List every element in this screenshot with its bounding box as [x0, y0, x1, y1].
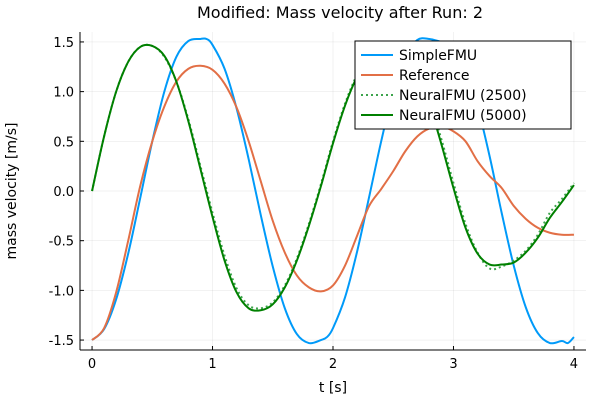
series-line-reference [91, 64, 574, 341]
chart-title: Modified: Mass velocity after Run: 2 [197, 3, 483, 22]
y-tick-label: 0.0 [53, 185, 74, 200]
x-tick-label: 3 [449, 357, 457, 372]
series-line-neuralfmu-5000 [91, 43, 575, 312]
y-tick-label: -1.5 [49, 334, 74, 349]
y-tick-label: 1.0 [53, 86, 74, 101]
x-tick-label: 0 [88, 357, 96, 372]
x-tick-label: 1 [208, 357, 216, 372]
x-tick-label: 2 [329, 357, 337, 372]
x-axis-label: t [s] [319, 380, 347, 396]
x-tick-label: 4 [570, 357, 578, 372]
legend-label: SimpleFMU [399, 48, 477, 64]
y-tick-label: 1.5 [53, 36, 74, 51]
legend-label: Reference [399, 68, 470, 84]
y-tick-label: -0.5 [49, 235, 74, 250]
series-layer [91, 37, 575, 345]
y-axis-label: mass velocity [m/s] [4, 123, 20, 260]
series-line-simplefmu [91, 37, 575, 345]
y-tick-label: -1.0 [49, 284, 74, 299]
y-tick-label: 0.5 [53, 135, 74, 150]
legend: SimpleFMU Reference NeuralFMU (2500) Neural… [354, 40, 572, 130]
ticks: 0 1 2 3 4 -1.5 -1.0 -0.5 0.0 0.5 1.0 1.5 [49, 36, 578, 372]
legend-label: NeuralFMU (2500) [399, 88, 527, 104]
legend-label: NeuralFMU (5000) [399, 108, 527, 124]
